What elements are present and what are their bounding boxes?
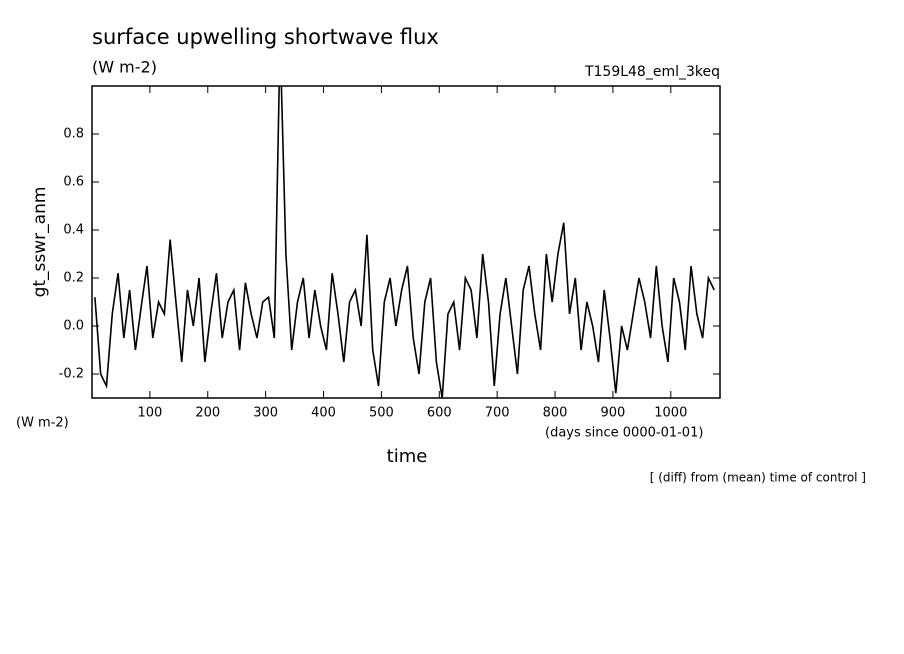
y-tick-label: 0.2 (63, 271, 84, 286)
x-tick-label: 200 (195, 406, 220, 421)
data-line (94, 86, 715, 398)
annotation: T159L48_eml_3keq (584, 64, 720, 80)
chart-title: surface upwelling shortwave flux (92, 25, 439, 49)
x-tick-label: 800 (543, 406, 568, 421)
x-tick-label: 100 (137, 406, 162, 421)
x-tick-label: 600 (427, 406, 452, 421)
y-tick-label: 0.0 (63, 319, 84, 334)
x-tick-label: 500 (369, 406, 394, 421)
y-tick-label: 0.6 (63, 175, 84, 190)
y-tick-label: -0.2 (59, 367, 84, 382)
subtitle: (W m-2) (92, 58, 157, 77)
plot-frame (91, 85, 721, 399)
x-tick-label: 400 (311, 406, 336, 421)
y-tick-label: 0.4 (63, 223, 84, 238)
x-tick-label: 300 (253, 406, 278, 421)
y-tick-label: 0.8 (63, 127, 84, 142)
x-tick-label: 1000 (654, 406, 687, 421)
y-units: (W m-2) (16, 416, 69, 431)
footnote: [ (diff) from (mean) time of control ] (650, 471, 866, 485)
x-units: (days since 0000-01-01) (545, 426, 703, 441)
x-tick-label: 700 (485, 406, 510, 421)
x-tick-label: 900 (601, 406, 626, 421)
y-axis-label: gt_sswr_anm (30, 187, 50, 298)
x-axis-label: time (387, 446, 428, 467)
